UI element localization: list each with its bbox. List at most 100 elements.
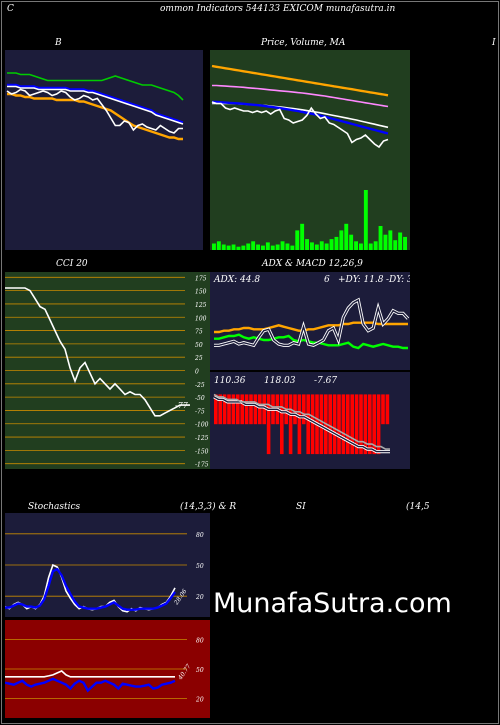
stoch-tick-label: 50 — [196, 563, 204, 570]
macd-hist-bar — [302, 394, 306, 425]
stoch-tick-label: 20 — [195, 594, 204, 601]
macd-hist-bar — [319, 394, 324, 455]
cci-tick-label: -50 — [195, 395, 205, 402]
volume-bar — [236, 246, 241, 250]
brand-watermark: MunafaSutra.com — [213, 588, 452, 619]
bollinger-series-3 — [7, 92, 183, 141]
macd-hist-bar — [363, 394, 368, 455]
rsi-series-1 — [5, 677, 176, 693]
volume-bar — [329, 239, 334, 250]
cci-title: CCI 20 — [56, 259, 88, 269]
volume-bar — [290, 245, 295, 250]
macd-hist-bar — [240, 394, 244, 425]
rsi-tick-label: 50 — [196, 667, 204, 674]
macd-hist-bar — [328, 394, 332, 455]
macd-hist-bar — [231, 394, 236, 425]
volume-bar — [270, 245, 275, 250]
macd-hist-bar — [332, 394, 337, 455]
volume-bar — [295, 230, 300, 250]
volume-bar — [339, 230, 344, 250]
macd-hist-bar — [337, 394, 341, 455]
price-series-4 — [211, 101, 389, 149]
volume-bar — [275, 244, 280, 250]
volume-bar — [378, 226, 383, 250]
volume-bar — [354, 241, 358, 250]
volume-bar — [398, 232, 403, 250]
macd-hist-bar — [280, 394, 284, 455]
stoch-params: (14,3,3) & R — [180, 502, 237, 512]
volume-bar — [226, 245, 231, 250]
macd-series-0 — [213, 396, 390, 453]
cci-last-value: -77 — [175, 401, 189, 410]
volume-bar — [324, 243, 329, 250]
cci-tick-label: -175 — [195, 462, 209, 469]
volume-bar — [403, 236, 407, 250]
adx-series-1 — [214, 333, 408, 350]
volume-bar — [212, 243, 216, 250]
bollinger-series-0 — [7, 72, 184, 101]
stoch-title: Stochastics — [28, 502, 81, 512]
rsi-params: (14,5 — [406, 502, 430, 512]
macd-hist-bar — [214, 394, 218, 425]
macd-hist-bar — [249, 394, 253, 425]
cci-tick-label: 50 — [195, 342, 203, 349]
macd-hist-bar — [354, 394, 359, 455]
macd-chart: 110.36 118.03 -7.67 — [210, 372, 410, 469]
volume-bar — [305, 239, 309, 250]
price-series-3 — [212, 100, 389, 135]
macd-hist-bar — [350, 394, 354, 455]
macd-hist-bar — [236, 394, 240, 425]
cci-tick-label: -125 — [195, 435, 209, 442]
macd-hist-bar — [381, 394, 385, 425]
cci-tick-label: -150 — [195, 448, 209, 455]
adx-series-2 — [214, 298, 409, 347]
macd-hist-bar — [297, 394, 302, 455]
page-title: ommon Indicators 544133 EXICOM munafasut… — [160, 4, 396, 14]
macd-hist-bar — [368, 394, 372, 455]
macd-hist-bar — [288, 394, 293, 455]
cci-tick-label: -100 — [195, 422, 209, 429]
adx-mid-value: 6 — [324, 275, 330, 285]
macd-hist-bar — [244, 394, 249, 425]
volume-bar — [310, 242, 314, 250]
macd-hist-bar — [341, 394, 346, 455]
bollinger-series-4 — [6, 88, 183, 134]
macd-hist-bar — [310, 394, 315, 455]
volume-bar — [368, 243, 373, 250]
macd-hist-value: -7.67 — [314, 376, 337, 386]
macd-hist-bar — [227, 394, 231, 425]
macd-signal-value: 118.03 — [264, 376, 296, 386]
macd-hist-bar — [293, 394, 297, 425]
volume-bar — [363, 190, 368, 250]
adx-macd-title: ADX & MACD 12,26,9 — [262, 259, 363, 269]
cci-chart: 175 150 125 100 75 50 25 0 -25 -50 -75 -100 -125 -150… — [5, 272, 210, 469]
cci-tick-label: 175 — [195, 275, 207, 282]
macd-hist-bar — [306, 394, 310, 455]
volume-bar — [216, 241, 221, 250]
cci-tick-label: 125 — [195, 302, 207, 309]
volume-bar — [393, 240, 398, 250]
volume-bar — [319, 241, 324, 250]
bollinger-series-2 — [7, 85, 184, 125]
stoch-tick-label: 80 — [196, 532, 204, 539]
macd-hist-bar — [372, 394, 376, 455]
volume-bar — [256, 244, 260, 250]
cut-right-title: I — [492, 38, 496, 48]
macd-hist-bar — [258, 394, 262, 425]
cci-tick-label: 25 — [194, 355, 203, 362]
bollinger-chart — [5, 50, 203, 250]
volume-bar — [373, 241, 378, 250]
cci-tick-label: 100 — [195, 315, 207, 322]
macd-hist-bar — [266, 394, 271, 455]
rsi-series-0 — [5, 670, 175, 678]
cci-series-0 — [5, 287, 190, 417]
adx-bg — [210, 272, 410, 370]
price-bg — [210, 50, 410, 250]
price-volume-ma-chart — [210, 50, 410, 250]
adx-plus-di: +DY: 11.8 — [338, 275, 384, 285]
volume-bar — [285, 243, 290, 250]
cci-tick-label: 0 — [195, 369, 199, 376]
volume-bar — [388, 230, 393, 250]
